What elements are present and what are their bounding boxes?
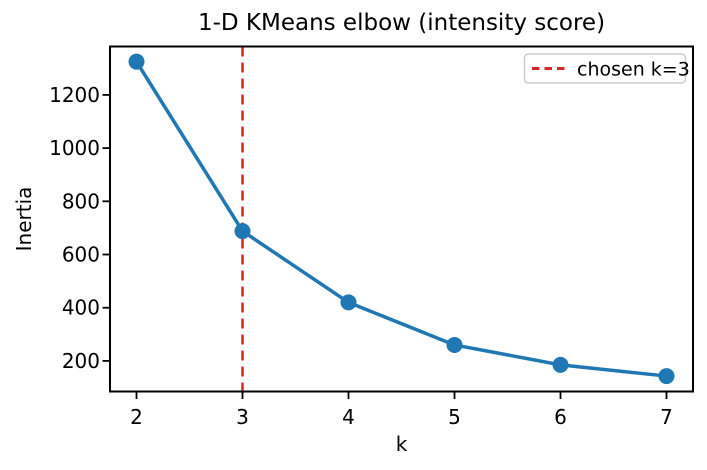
y-tick-label: 200 xyxy=(62,349,100,373)
x-tick-label: 5 xyxy=(448,405,461,429)
y-tick-label: 800 xyxy=(62,189,100,213)
x-tick-label: 2 xyxy=(130,405,143,429)
data-point-marker xyxy=(552,356,569,373)
legend: chosen k=3 xyxy=(523,53,690,84)
x-tick-label: 6 xyxy=(554,405,567,429)
y-axis-label: Inertia xyxy=(12,187,36,252)
plot-layer: 2 3 4 5 6 7 200 400 600 800 1000 1200 xyxy=(49,45,694,429)
x-tick-label: 4 xyxy=(342,405,355,429)
chart-title: 1-D KMeans elbow (intensity score) xyxy=(198,10,605,36)
y-tick-label: 1200 xyxy=(49,83,100,107)
x-tick-label: 7 xyxy=(660,405,673,429)
x-tick-label: 3 xyxy=(236,405,249,429)
y-tick-label: 1000 xyxy=(49,136,100,160)
y-tick-label: 400 xyxy=(62,296,100,320)
y-tick-label: 600 xyxy=(62,243,100,267)
data-point-marker xyxy=(658,368,675,385)
plot-area xyxy=(109,45,694,393)
data-point-marker xyxy=(128,53,145,70)
data-point-marker xyxy=(446,336,463,353)
data-point-marker xyxy=(340,294,357,311)
data-point-marker xyxy=(234,223,251,240)
x-axis-label: k xyxy=(396,432,408,456)
inertia-line xyxy=(134,59,669,378)
legend-box xyxy=(523,53,687,84)
legend-entry-label: chosen k=3 xyxy=(577,59,690,81)
